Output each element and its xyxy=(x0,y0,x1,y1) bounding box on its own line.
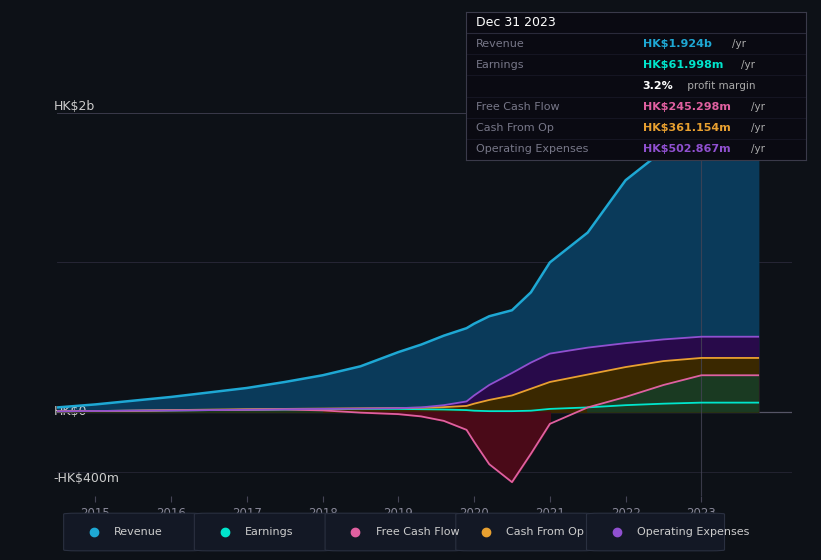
Text: Earnings: Earnings xyxy=(476,60,525,70)
Text: Operating Expenses: Operating Expenses xyxy=(476,144,589,155)
Text: HK$61.998m: HK$61.998m xyxy=(643,60,723,70)
FancyBboxPatch shape xyxy=(586,513,724,551)
Text: HK$1.924b: HK$1.924b xyxy=(643,39,712,49)
Text: HK$2b: HK$2b xyxy=(54,100,95,113)
Text: /yr: /yr xyxy=(741,60,755,70)
Text: HK$245.298m: HK$245.298m xyxy=(643,102,731,112)
Text: Free Cash Flow: Free Cash Flow xyxy=(476,102,560,112)
FancyBboxPatch shape xyxy=(456,513,594,551)
Text: 3.2%: 3.2% xyxy=(643,81,673,91)
Text: Cash From Op: Cash From Op xyxy=(507,527,585,537)
Text: Revenue: Revenue xyxy=(114,527,163,537)
Text: /yr: /yr xyxy=(751,102,765,112)
Text: Dec 31 2023: Dec 31 2023 xyxy=(476,16,556,29)
Text: /yr: /yr xyxy=(732,39,746,49)
Text: Cash From Op: Cash From Op xyxy=(476,123,554,133)
Text: HK$0: HK$0 xyxy=(54,405,87,418)
Text: Free Cash Flow: Free Cash Flow xyxy=(375,527,459,537)
Text: Operating Expenses: Operating Expenses xyxy=(637,527,750,537)
FancyBboxPatch shape xyxy=(64,513,202,551)
Text: profit margin: profit margin xyxy=(684,81,756,91)
Text: -HK$400m: -HK$400m xyxy=(54,472,120,485)
Text: Revenue: Revenue xyxy=(476,39,525,49)
Text: /yr: /yr xyxy=(751,123,765,133)
Text: /yr: /yr xyxy=(751,144,765,155)
Text: HK$361.154m: HK$361.154m xyxy=(643,123,731,133)
FancyBboxPatch shape xyxy=(195,513,333,551)
FancyBboxPatch shape xyxy=(325,513,463,551)
Text: HK$502.867m: HK$502.867m xyxy=(643,144,731,155)
Text: Earnings: Earnings xyxy=(245,527,293,537)
